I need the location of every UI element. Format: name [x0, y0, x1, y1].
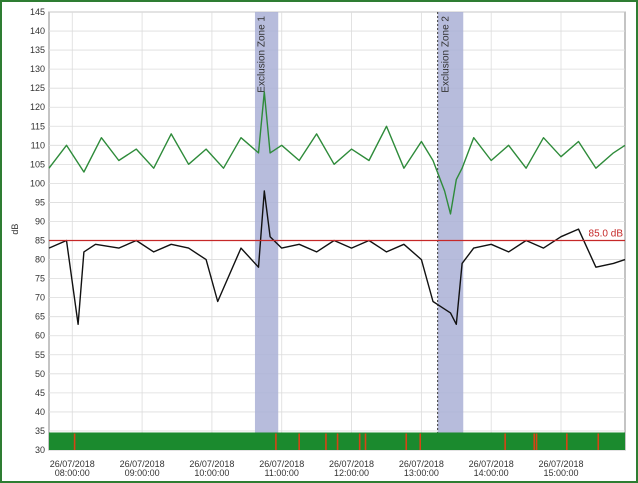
exclusion-zone-2 — [437, 12, 464, 450]
exclusion-zone-1 — [254, 12, 279, 450]
x-tick-date: 26/07/2018 — [329, 459, 374, 469]
x-tick-time: 13:00:00 — [404, 468, 439, 478]
y-tick-label: 35 — [35, 426, 45, 436]
y-tick-label: 75 — [35, 274, 45, 284]
series-line-1 — [48, 91, 626, 215]
x-tick-time: 08:00:00 — [55, 468, 90, 478]
x-tick-date: 26/07/2018 — [259, 459, 304, 469]
y-tick-label: 40 — [35, 407, 45, 417]
y-tick-label: 50 — [35, 369, 45, 379]
plot-area — [48, 11, 626, 451]
x-tick-time: 11:00:00 — [265, 468, 299, 478]
y-tick-label: 80 — [35, 255, 45, 265]
y-tick-label: 105 — [30, 159, 45, 169]
x-tick-time: 14:00:00 — [474, 468, 509, 478]
y-tick-label: 90 — [35, 216, 45, 226]
y-tick-label: 95 — [35, 197, 45, 207]
y-tick-label: 70 — [35, 293, 45, 303]
y-tick-label: 30 — [35, 445, 45, 455]
exclusion-zone-label: Exclusion Zone 2 — [440, 16, 451, 93]
exclusion-zone-label: Exclusion Zone 1 — [257, 16, 268, 93]
y-axis-label: dB — [10, 224, 20, 235]
y-tick-label: 110 — [31, 140, 45, 150]
y-tick-label: 135 — [30, 45, 45, 55]
x-tick-time: 09:00:00 — [125, 468, 160, 478]
y-tick-label: 120 — [30, 102, 45, 112]
x-tick-date: 26/07/2018 — [538, 459, 583, 469]
y-tick-label: 85 — [35, 236, 45, 246]
x-tick-date: 26/07/2018 — [469, 459, 514, 469]
y-tick-label: 125 — [30, 83, 45, 93]
x-tick-time: 15:00:00 — [543, 468, 578, 478]
y-tick-label: 65 — [35, 312, 45, 322]
x-tick-date: 26/07/2018 — [50, 459, 95, 469]
y-tick-label: 55 — [35, 350, 45, 360]
x-tick-date: 26/07/2018 — [120, 459, 165, 469]
series-line-2 — [48, 190, 626, 325]
y-tick-label: 115 — [31, 121, 45, 131]
y-tick-label: 140 — [30, 26, 45, 36]
y-tick-label: 45 — [35, 388, 45, 398]
x-tick-date: 26/07/2018 — [399, 459, 444, 469]
y-tick-label: 60 — [35, 331, 45, 341]
x-tick-time: 12:00:00 — [334, 468, 369, 478]
x-tick-date: 26/07/2018 — [189, 459, 234, 469]
x-tick-time: 10:00:00 — [194, 468, 229, 478]
y-tick-label: 130 — [30, 64, 45, 74]
y-tick-label: 145 — [30, 7, 45, 17]
y-tick-label: 100 — [30, 178, 45, 188]
reference-line-label: 85.0 dB — [589, 229, 624, 240]
